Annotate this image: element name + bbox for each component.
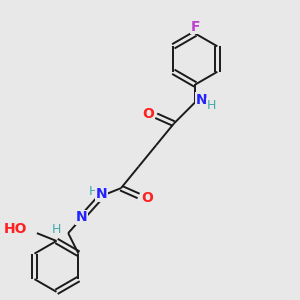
Text: O: O (142, 107, 154, 121)
Text: HO: HO (4, 222, 27, 236)
Text: N: N (195, 93, 207, 107)
Text: N: N (96, 187, 107, 201)
Text: H: H (206, 98, 216, 112)
Text: N: N (76, 211, 88, 224)
Text: H: H (89, 184, 98, 198)
Text: H: H (52, 223, 61, 236)
Text: O: O (142, 191, 153, 205)
Text: F: F (190, 20, 200, 34)
